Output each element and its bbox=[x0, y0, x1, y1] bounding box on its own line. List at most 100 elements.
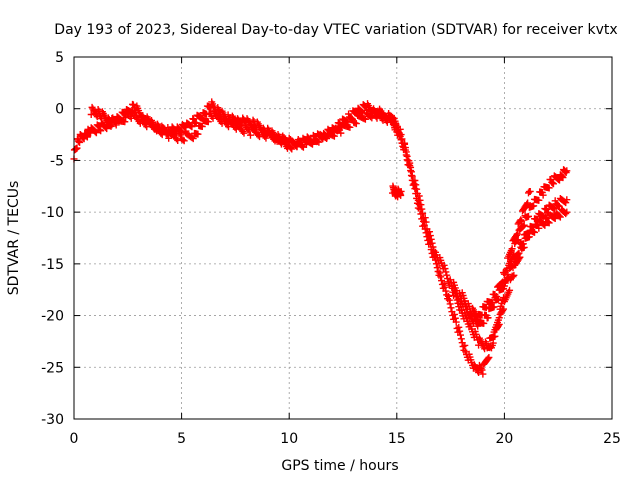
data-point-marker bbox=[525, 189, 533, 197]
series-track-d bbox=[457, 187, 534, 323]
x-tick-label: 0 bbox=[70, 431, 79, 447]
grid bbox=[74, 57, 612, 419]
data-point-marker bbox=[188, 134, 196, 142]
data-point-marker bbox=[179, 136, 187, 144]
data-point-marker bbox=[96, 126, 104, 134]
y-tick-label: -20 bbox=[41, 309, 64, 325]
data-point-marker bbox=[450, 310, 458, 318]
data-point-marker bbox=[361, 115, 369, 123]
data-point-marker bbox=[240, 129, 248, 137]
data-point-marker bbox=[288, 145, 296, 153]
data-point-marker bbox=[525, 212, 533, 220]
data-point-marker bbox=[534, 216, 542, 224]
data-point-marker bbox=[478, 366, 486, 374]
data-point-marker bbox=[518, 217, 526, 225]
data-point-marker bbox=[447, 304, 455, 312]
data-point-marker bbox=[419, 209, 427, 217]
data-point-marker bbox=[412, 181, 420, 189]
data-point-marker bbox=[480, 319, 488, 327]
data-point-marker bbox=[337, 129, 345, 137]
data-point-marker bbox=[477, 365, 485, 373]
data-point-marker bbox=[503, 265, 511, 273]
data-point-marker bbox=[549, 180, 557, 188]
x-axis-label: GPS time / hours bbox=[281, 458, 398, 474]
data-point-marker bbox=[402, 148, 410, 156]
data-point-marker bbox=[519, 222, 527, 230]
data-point-marker bbox=[401, 144, 409, 152]
data-point-marker bbox=[441, 265, 449, 273]
data-point-marker bbox=[138, 113, 146, 121]
data-point-marker bbox=[396, 125, 404, 133]
data-point-marker bbox=[506, 286, 514, 294]
y-tick-label: -15 bbox=[41, 257, 64, 273]
data-point-marker bbox=[514, 250, 522, 258]
data-point-marker bbox=[549, 179, 557, 187]
data-point-marker bbox=[485, 343, 493, 351]
data-point-marker bbox=[209, 114, 217, 122]
data-point-marker bbox=[554, 202, 562, 210]
data-point-marker bbox=[277, 139, 285, 147]
data-point-marker bbox=[257, 125, 265, 133]
data-point-marker bbox=[287, 144, 295, 152]
chart-title: Day 193 of 2023, Sidereal Day-to-day VTE… bbox=[54, 22, 617, 38]
data-point-marker bbox=[224, 111, 232, 119]
data-point-marker bbox=[495, 314, 503, 322]
data-point-marker bbox=[398, 135, 406, 143]
data-point-marker bbox=[225, 123, 233, 131]
data-point-marker bbox=[330, 132, 338, 140]
data-point-marker bbox=[555, 202, 563, 210]
data-point-marker bbox=[407, 163, 415, 171]
data-point-marker bbox=[474, 322, 482, 330]
data-point-marker bbox=[415, 192, 423, 200]
data-point-marker bbox=[535, 224, 543, 232]
data-point-marker bbox=[505, 274, 513, 282]
data-point-marker bbox=[513, 230, 521, 238]
data-point-marker bbox=[165, 134, 173, 142]
data-point-marker bbox=[246, 131, 254, 139]
data-point-marker bbox=[397, 131, 405, 139]
data-point-marker bbox=[296, 137, 304, 145]
data-point-marker bbox=[482, 340, 490, 348]
data-point-marker bbox=[442, 268, 450, 276]
data-point-marker bbox=[198, 123, 206, 131]
data-point-marker bbox=[292, 141, 300, 149]
data-point-marker bbox=[397, 187, 405, 195]
data-point-marker bbox=[401, 139, 409, 147]
data-point-marker bbox=[112, 121, 120, 129]
data-point-marker bbox=[530, 202, 538, 210]
data-point-marker bbox=[498, 279, 506, 287]
data-point-marker bbox=[262, 134, 270, 142]
data-point-marker bbox=[563, 167, 571, 175]
data-point-marker bbox=[83, 133, 91, 141]
data-point-marker bbox=[346, 123, 354, 131]
data-point-marker bbox=[478, 311, 486, 319]
x-tick-label: 15 bbox=[388, 431, 406, 447]
data-point-marker bbox=[429, 243, 437, 251]
data-point-marker bbox=[509, 273, 517, 281]
data-point-marker bbox=[517, 216, 525, 224]
data-point-marker bbox=[298, 142, 306, 150]
data-point-marker bbox=[544, 209, 552, 217]
data-point-marker bbox=[559, 174, 567, 182]
data-point-marker bbox=[417, 201, 425, 209]
data-point-marker bbox=[556, 213, 564, 221]
y-tick-label: -30 bbox=[41, 412, 64, 428]
data-point-marker bbox=[204, 118, 212, 126]
data-point-marker bbox=[499, 278, 507, 286]
data-point-marker bbox=[422, 218, 430, 226]
data-point-marker bbox=[426, 232, 434, 240]
data-point-marker bbox=[442, 287, 450, 295]
x-tick-label: 5 bbox=[177, 431, 186, 447]
data-point-marker bbox=[308, 140, 316, 148]
data-point-marker bbox=[456, 327, 464, 335]
data-point-marker bbox=[512, 231, 520, 239]
data-point-marker bbox=[406, 159, 414, 167]
data-point-marker bbox=[413, 185, 421, 193]
data-point-marker bbox=[456, 331, 464, 339]
data-point-marker bbox=[441, 283, 449, 291]
data-series bbox=[70, 98, 571, 378]
data-point-marker bbox=[428, 239, 436, 247]
data-point-marker bbox=[180, 137, 188, 145]
data-point-marker bbox=[510, 271, 518, 279]
data-point-marker bbox=[383, 116, 391, 124]
